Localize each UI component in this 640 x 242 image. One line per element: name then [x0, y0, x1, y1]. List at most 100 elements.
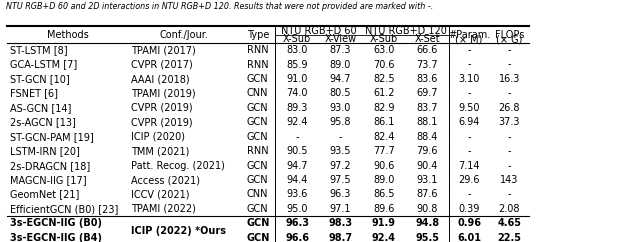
Text: TPAMI (2019): TPAMI (2019) [131, 88, 196, 98]
Text: 143: 143 [500, 175, 518, 185]
Text: -: - [508, 146, 511, 156]
Text: 9.50: 9.50 [458, 103, 480, 113]
Text: 74.0: 74.0 [286, 88, 308, 98]
Text: 86.1: 86.1 [373, 117, 394, 127]
Text: -: - [508, 132, 511, 142]
Text: 26.8: 26.8 [499, 103, 520, 113]
Text: GeomNet [21]: GeomNet [21] [10, 189, 79, 199]
Text: 82.9: 82.9 [373, 103, 395, 113]
Text: 37.3: 37.3 [499, 117, 520, 127]
Text: 90.6: 90.6 [373, 161, 394, 171]
Text: -: - [467, 146, 471, 156]
Text: -: - [508, 161, 511, 171]
Text: Conf./Jour.: Conf./Jour. [160, 30, 209, 40]
Text: CNN: CNN [247, 88, 269, 98]
Text: 6.94: 6.94 [458, 117, 480, 127]
Text: AAAI (2018): AAAI (2018) [131, 74, 189, 84]
Text: 7.14: 7.14 [458, 161, 480, 171]
Text: MAGCN-IIG [17]: MAGCN-IIG [17] [10, 175, 86, 185]
Text: 61.2: 61.2 [373, 88, 395, 98]
Text: 3.10: 3.10 [458, 74, 480, 84]
Text: (× G): (× G) [496, 34, 522, 44]
Text: 98.3: 98.3 [328, 218, 353, 228]
Text: -: - [508, 45, 511, 55]
Text: 91.9: 91.9 [372, 218, 396, 228]
Text: 90.8: 90.8 [417, 204, 438, 214]
Text: 96.6: 96.6 [285, 233, 309, 242]
Text: 93.6: 93.6 [286, 189, 308, 199]
Text: GCA-LSTM [7]: GCA-LSTM [7] [10, 60, 77, 69]
Text: 97.2: 97.2 [330, 161, 351, 171]
Text: AS-GCN [14]: AS-GCN [14] [10, 103, 71, 113]
Text: -: - [508, 60, 511, 69]
Text: 96.3: 96.3 [330, 189, 351, 199]
Text: 0.96: 0.96 [457, 218, 481, 228]
Text: TPAMI (2017): TPAMI (2017) [131, 45, 196, 55]
Text: 91.0: 91.0 [286, 74, 308, 84]
Text: 88.1: 88.1 [417, 117, 438, 127]
Text: 86.5: 86.5 [373, 189, 395, 199]
Text: 4.65: 4.65 [497, 218, 522, 228]
Text: 3s-EGCN-IIG (B0): 3s-EGCN-IIG (B0) [10, 218, 102, 228]
Text: 82.4: 82.4 [373, 132, 395, 142]
Text: 95.0: 95.0 [286, 204, 308, 214]
Text: -: - [508, 189, 511, 199]
Text: 82.5: 82.5 [373, 74, 395, 84]
Text: -: - [467, 60, 471, 69]
Text: -: - [508, 88, 511, 98]
Text: 83.7: 83.7 [417, 103, 438, 113]
Text: 66.6: 66.6 [417, 45, 438, 55]
Text: Methods: Methods [47, 30, 88, 40]
Text: ST-LSTM [8]: ST-LSTM [8] [10, 45, 67, 55]
Text: ICIP (2022) *Ours: ICIP (2022) *Ours [131, 226, 226, 235]
Text: ST-GCN [10]: ST-GCN [10] [10, 74, 69, 84]
Text: -: - [295, 132, 299, 142]
Text: CVPR (2017): CVPR (2017) [131, 60, 193, 69]
Text: GCN: GCN [246, 233, 269, 242]
Text: ICCV (2021): ICCV (2021) [131, 189, 189, 199]
Text: GCN: GCN [247, 175, 269, 185]
Text: 85.9: 85.9 [286, 60, 308, 69]
Text: -: - [467, 189, 471, 199]
Text: 94.7: 94.7 [330, 74, 351, 84]
Text: CNN: CNN [247, 189, 269, 199]
Text: GCN: GCN [247, 103, 269, 113]
Text: 77.7: 77.7 [373, 146, 395, 156]
Text: 69.7: 69.7 [417, 88, 438, 98]
Text: ST-GCN-PAM [19]: ST-GCN-PAM [19] [10, 132, 93, 142]
Text: GCN: GCN [246, 218, 269, 228]
Text: 92.4: 92.4 [286, 117, 308, 127]
Text: GCN: GCN [247, 132, 269, 142]
Text: GCN: GCN [247, 161, 269, 171]
Text: 88.4: 88.4 [417, 132, 438, 142]
Text: 3s-EGCN-IIG (B4): 3s-EGCN-IIG (B4) [10, 233, 102, 242]
Text: 29.6: 29.6 [458, 175, 480, 185]
Text: CVPR (2019): CVPR (2019) [131, 117, 193, 127]
Text: 94.4: 94.4 [286, 175, 308, 185]
Text: 95.5: 95.5 [415, 233, 439, 242]
Text: (× M): (× M) [456, 34, 483, 44]
Text: 0.39: 0.39 [458, 204, 480, 214]
Text: 79.6: 79.6 [417, 146, 438, 156]
Text: NTU RGB+D 120: NTU RGB+D 120 [365, 26, 447, 36]
Text: 96.3: 96.3 [285, 218, 309, 228]
Text: 97.5: 97.5 [330, 175, 351, 185]
Text: -: - [467, 45, 471, 55]
Text: X-Set: X-Set [415, 34, 440, 44]
Text: FLOPs: FLOPs [495, 30, 524, 40]
Text: X-View: X-View [324, 34, 356, 44]
Text: 95.8: 95.8 [330, 117, 351, 127]
Text: 94.7: 94.7 [286, 161, 308, 171]
Text: 94.8: 94.8 [415, 218, 439, 228]
Text: 98.7: 98.7 [328, 233, 353, 242]
Text: 89.6: 89.6 [373, 204, 394, 214]
Text: RNN: RNN [247, 45, 269, 55]
Text: EfficientGCN (B0) [23]: EfficientGCN (B0) [23] [10, 204, 118, 214]
Text: 2.08: 2.08 [499, 204, 520, 214]
Text: 93.0: 93.0 [330, 103, 351, 113]
Text: 2s-DRAGCN [18]: 2s-DRAGCN [18] [10, 161, 90, 171]
Text: 73.7: 73.7 [417, 60, 438, 69]
Text: -: - [467, 88, 471, 98]
Text: LSTM-IRN [20]: LSTM-IRN [20] [10, 146, 79, 156]
Text: CVPR (2019): CVPR (2019) [131, 103, 193, 113]
